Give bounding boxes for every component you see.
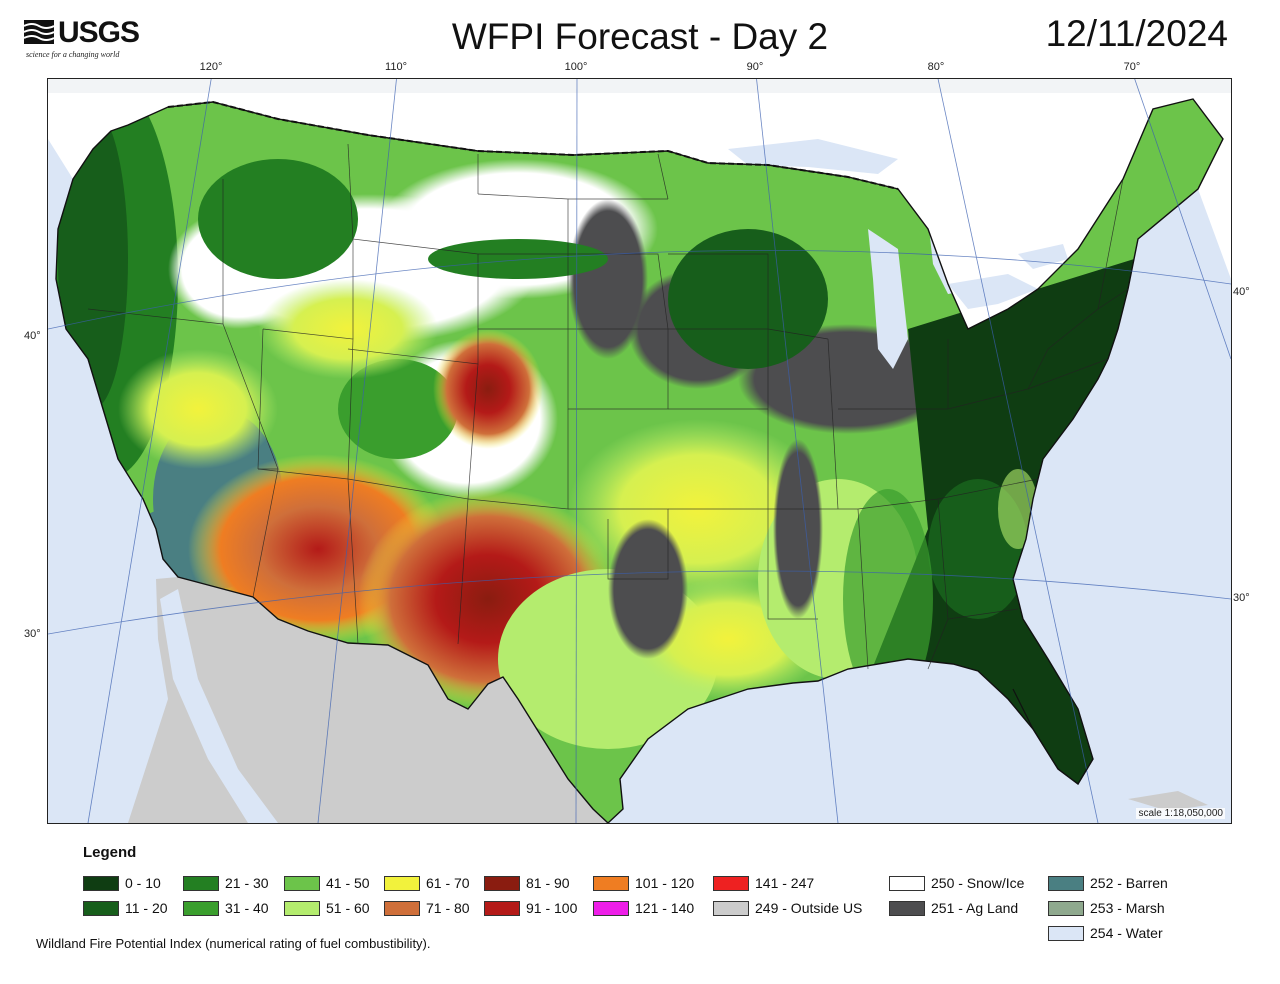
legend-label: 11 - 20 — [125, 900, 168, 916]
graticule — [48, 79, 1231, 823]
legend-item: 250 - Snow/Ice — [889, 874, 1024, 892]
legend-item: 31 - 40 — [183, 899, 269, 917]
legend-label: 61 - 70 — [426, 875, 470, 891]
legend-swatch — [484, 875, 520, 891]
latitude-label: 40° — [1233, 286, 1250, 298]
map-scale: scale 1:18,050,000 — [1136, 808, 1225, 819]
legend-swatch — [1048, 900, 1084, 916]
legend-label: 41 - 50 — [326, 875, 370, 891]
logo-name: USGS — [58, 16, 140, 49]
lake-erie — [948, 274, 1038, 309]
legend-swatch — [593, 900, 629, 916]
longitude-label: 90° — [746, 61, 764, 73]
state-lines — [87, 143, 1129, 670]
legend-label: 252 - Barren — [1090, 875, 1168, 891]
latitude-label: 30° — [1233, 592, 1250, 604]
longitude-label: 110° — [385, 61, 407, 73]
legend-swatch — [384, 875, 420, 891]
legend-item: 91 - 100 — [484, 899, 577, 917]
latitude-label: 40° — [24, 330, 41, 342]
legend-swatch — [593, 875, 629, 891]
legend-label: 249 - Outside US — [755, 900, 863, 916]
canada-region — [48, 79, 1231, 329]
legend-swatch — [83, 900, 119, 916]
map-title: WFPI Forecast - Day 2 — [451, 16, 829, 57]
legend-swatch — [1048, 875, 1084, 891]
legend-label: 101 - 120 — [635, 875, 695, 891]
legend-item: 81 - 90 — [484, 874, 570, 892]
legend-item: 11 - 20 — [83, 899, 168, 917]
legend-label: 51 - 60 — [326, 900, 370, 916]
legend-item: 61 - 70 — [384, 874, 470, 892]
footnote: Wildland Fire Potential Index (numerical… — [36, 936, 431, 951]
legend-swatch — [83, 875, 119, 891]
longitude-label: 120° — [199, 61, 223, 73]
legend-title: Legend — [83, 844, 137, 861]
lake-ontario — [1018, 244, 1068, 269]
longitude-label: 70° — [1123, 61, 1141, 73]
legend-label: 254 - Water — [1090, 925, 1163, 941]
legend-item: 51 - 60 — [284, 899, 370, 917]
forecast-date: 12/11/2024 — [1045, 13, 1228, 54]
legend-item: 121 - 140 — [593, 899, 694, 917]
legend-swatch — [484, 900, 520, 916]
legend-item: 0 - 10 — [83, 874, 161, 892]
legend-label: 21 - 30 — [225, 875, 269, 891]
legend-item: 249 - Outside US — [713, 899, 862, 917]
legend-label: 141 - 247 — [755, 875, 815, 891]
legend-label: 121 - 140 — [635, 900, 695, 916]
legend-swatch — [889, 900, 925, 916]
legend-item: 252 - Barren — [1048, 874, 1168, 892]
legend-swatch — [889, 875, 925, 891]
gulf-of-california — [160, 589, 278, 823]
legend-swatch — [713, 875, 749, 891]
legend-item: 254 - Water — [1048, 924, 1163, 942]
canada-north-strip — [48, 79, 1231, 93]
cuba-island — [1128, 791, 1208, 811]
latitude-label: 30° — [24, 628, 41, 640]
legend-label: 71 - 80 — [426, 900, 470, 916]
legend-swatch — [384, 900, 420, 916]
legend-swatch — [713, 900, 749, 916]
legend-item: 21 - 30 — [183, 874, 269, 892]
legend-label: 250 - Snow/Ice — [931, 875, 1025, 891]
legend-item: 141 - 247 — [713, 874, 814, 892]
legend-item: 101 - 120 — [593, 874, 694, 892]
canada-border — [167, 100, 899, 190]
legend-swatch — [183, 875, 219, 891]
longitude-label: 100° — [564, 61, 588, 73]
legend-label: 253 - Marsh — [1090, 900, 1165, 916]
legend-label: 31 - 40 — [225, 900, 269, 916]
florida-coast — [1012, 688, 1094, 785]
legend-label: 0 - 10 — [125, 875, 161, 891]
legend-item: 251 - Ag Land — [889, 899, 1018, 917]
usgs-wave-icon — [24, 20, 54, 44]
logo-tagline: science for a changing world — [26, 50, 120, 59]
legend-swatch — [284, 875, 320, 891]
longitude-label: 80° — [927, 61, 945, 73]
wfpi-map — [48, 79, 1231, 823]
usgs-logo: USGS science for a changing world — [22, 14, 152, 64]
legend-swatch — [1048, 925, 1084, 941]
legend-swatch — [284, 900, 320, 916]
legend-swatch — [183, 900, 219, 916]
legend-label: 251 - Ag Land — [931, 900, 1019, 916]
legend-label: 81 - 90 — [526, 875, 570, 891]
legend-label: 91 - 100 — [526, 900, 578, 916]
legend-item: 41 - 50 — [284, 874, 370, 892]
map-frame: scale 1:18,050,000 — [47, 78, 1232, 824]
mexico-region — [128, 577, 608, 823]
legend-item: 253 - Marsh — [1048, 899, 1165, 917]
legend-item: 71 - 80 — [384, 899, 470, 917]
